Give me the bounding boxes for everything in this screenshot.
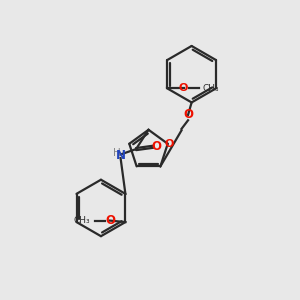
Text: O: O [164,139,174,149]
Text: O: O [179,83,188,93]
Text: O: O [105,214,115,227]
Text: CH₃: CH₃ [74,216,90,225]
Text: H: H [112,148,120,158]
Text: CH₃: CH₃ [203,84,219,93]
Text: O: O [183,108,193,122]
Text: N: N [116,148,126,162]
Text: O: O [152,140,162,153]
